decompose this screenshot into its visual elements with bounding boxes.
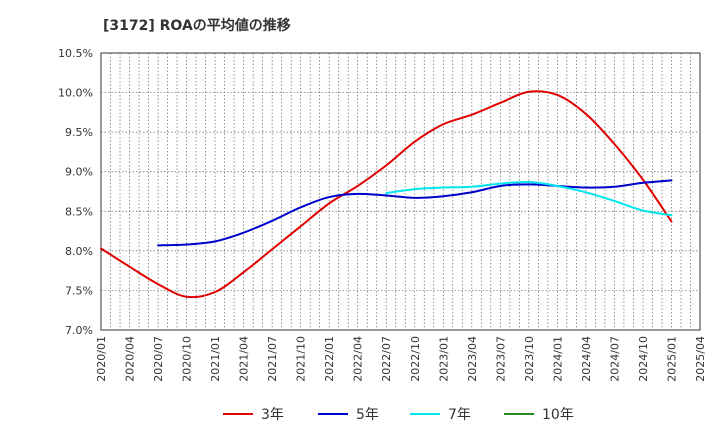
legend-label-0: 3年: [261, 407, 284, 423]
y-tick-label: 9.5%: [65, 126, 93, 139]
x-tick-label: 2020/01: [95, 336, 108, 382]
y-tick-label: 8.0%: [65, 245, 93, 258]
x-tick-label: 2023/01: [437, 336, 450, 382]
x-tick-label: 2023/07: [494, 336, 507, 382]
y-tick-label: 10.0%: [58, 87, 93, 100]
grid: [101, 53, 700, 330]
series-line-2: [385, 180, 673, 217]
chart-title: [3172] ROAの平均値の推移: [103, 17, 291, 34]
legend-label-1: 5年: [356, 407, 379, 423]
x-tick-label: 2021/01: [209, 336, 222, 382]
y-tick-label: 9.0%: [65, 166, 93, 179]
x-tick-label: 2022/10: [409, 336, 422, 382]
x-tick-label: 2024/04: [580, 336, 593, 382]
x-tick-label: 2023/10: [523, 336, 536, 382]
plot-frame: [100, 52, 701, 331]
y-tick-label: 8.5%: [65, 205, 93, 218]
series-line-1: [157, 179, 673, 247]
x-tick-label: 2023/04: [466, 336, 479, 382]
x-tick-label: 2024/01: [551, 336, 564, 382]
x-tick-label: 2025/04: [694, 336, 707, 382]
x-tick-label: 2025/01: [665, 336, 678, 382]
y-tick-label: 10.5%: [58, 47, 93, 60]
x-tick-label: 2024/10: [637, 336, 650, 382]
x-tick-label: 2022/04: [352, 336, 365, 382]
x-tick-label: 2021/07: [266, 336, 279, 382]
y-tick-label: 7.5%: [65, 284, 93, 297]
x-tick-label: 2020/10: [181, 336, 194, 382]
y-tick-label: 7.0%: [65, 324, 93, 337]
x-tick-label: 2024/07: [608, 336, 621, 382]
legend-label-2: 7年: [448, 407, 471, 423]
x-tick-label: 2020/07: [152, 336, 165, 382]
x-tick-label: 2020/04: [124, 336, 137, 382]
y-axis: 7.0% 7.5% 8.0% 8.5% 9.0% 9.5% 10.0% 10.5%: [58, 47, 93, 337]
x-tick-label: 2021/04: [238, 336, 251, 382]
x-axis: 2020/01 2020/04 2020/07 2020/10 2021/01 2021/…: [95, 336, 707, 382]
series-line-0: [100, 90, 673, 299]
x-tick-label: 2022/01: [323, 336, 336, 382]
series-layer: [100, 90, 673, 299]
x-tick-label: 2022/07: [380, 336, 393, 382]
legend: 3年 5年 7年 10年: [223, 407, 574, 423]
x-tick-label: 2021/10: [295, 336, 308, 382]
legend-label-3: 10年: [542, 407, 574, 423]
